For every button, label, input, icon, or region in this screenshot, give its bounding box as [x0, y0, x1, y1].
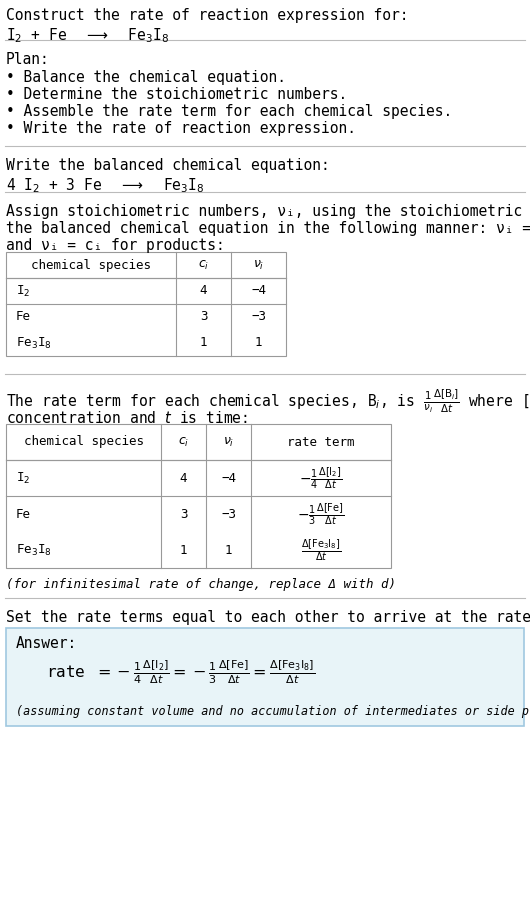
Text: $\frac{\Delta[\mathrm{Fe_3I_8}]}{\Delta t}$: $\frac{\Delta[\mathrm{Fe_3I_8}]}{\Delta … — [301, 538, 341, 563]
Text: 1: 1 — [255, 337, 262, 350]
Text: 1: 1 — [200, 337, 207, 350]
Text: $-\frac{1}{3}\frac{\Delta[\mathrm{Fe}]}{\Delta t}$: $-\frac{1}{3}\frac{\Delta[\mathrm{Fe}]}{… — [297, 501, 344, 527]
Text: $c_i$: $c_i$ — [178, 436, 189, 449]
Text: Assign stoichiometric numbers, νᵢ, using the stoichiometric coefficients, cᵢ, fr: Assign stoichiometric numbers, νᵢ, using… — [6, 204, 530, 219]
Text: • Balance the chemical equation.: • Balance the chemical equation. — [6, 70, 286, 85]
Text: concentration and $t$ is time:: concentration and $t$ is time: — [6, 410, 248, 426]
Text: Construct the rate of reaction expression for:: Construct the rate of reaction expressio… — [6, 8, 409, 23]
Text: Fe$_3$I$_8$: Fe$_3$I$_8$ — [16, 335, 52, 350]
Text: 1: 1 — [180, 544, 187, 557]
Text: • Determine the stoichiometric numbers.: • Determine the stoichiometric numbers. — [6, 87, 347, 102]
Text: −4: −4 — [251, 284, 266, 298]
Text: The rate term for each chemical species, B$_i$, is $\frac{1}{\nu_i}\frac{\Delta[: The rate term for each chemical species,… — [6, 388, 530, 416]
Text: Write the balanced chemical equation:: Write the balanced chemical equation: — [6, 158, 330, 173]
Text: (for infinitesimal rate of change, replace Δ with d): (for infinitesimal rate of change, repla… — [6, 578, 396, 591]
Text: $c_i$: $c_i$ — [198, 259, 209, 271]
Text: 3: 3 — [180, 508, 187, 520]
Text: I$_2$: I$_2$ — [16, 470, 30, 486]
Text: 1: 1 — [225, 544, 232, 557]
Text: −4: −4 — [221, 471, 236, 485]
Text: Fe: Fe — [16, 311, 31, 323]
Text: Fe$_3$I$_8$: Fe$_3$I$_8$ — [16, 542, 52, 558]
Text: Answer:: Answer: — [16, 636, 77, 651]
Text: the balanced chemical equation in the following manner: νᵢ = −cᵢ for reactants: the balanced chemical equation in the fo… — [6, 221, 530, 236]
Text: $-\frac{1}{4}\frac{\Delta[\mathrm{I_2}]}{\Delta t}$: $-\frac{1}{4}\frac{\Delta[\mathrm{I_2}]}… — [299, 465, 343, 491]
Bar — [6, 424, 391, 568]
FancyBboxPatch shape — [6, 628, 524, 726]
Text: chemical species: chemical species — [31, 259, 151, 271]
Text: chemical species: chemical species — [23, 436, 144, 449]
Text: I$_2$ + Fe  $\longrightarrow$  Fe$_3$I$_8$: I$_2$ + Fe $\longrightarrow$ Fe$_3$I$_8$ — [6, 26, 170, 44]
Text: 4: 4 — [200, 284, 207, 298]
Text: −3: −3 — [251, 311, 266, 323]
Text: I$_2$: I$_2$ — [16, 283, 30, 299]
Text: Plan:: Plan: — [6, 52, 50, 67]
Text: 4: 4 — [180, 471, 187, 485]
Text: rate $= -\frac{1}{4}\frac{\Delta[\mathrm{I_2}]}{\Delta t} = -\frac{1}{3}\frac{\D: rate $= -\frac{1}{4}\frac{\Delta[\mathrm… — [46, 658, 315, 686]
Text: $\nu_i$: $\nu_i$ — [253, 259, 264, 271]
Bar — [6, 252, 286, 356]
Text: 4 I$_2$ + 3 Fe  $\longrightarrow$  Fe$_3$I$_8$: 4 I$_2$ + 3 Fe $\longrightarrow$ Fe$_3$I… — [6, 176, 205, 194]
Text: • Write the rate of reaction expression.: • Write the rate of reaction expression. — [6, 121, 356, 136]
Text: (assuming constant volume and no accumulation of intermediates or side products): (assuming constant volume and no accumul… — [16, 705, 530, 718]
Text: $\nu_i$: $\nu_i$ — [223, 436, 234, 449]
Text: • Assemble the rate term for each chemical species.: • Assemble the rate term for each chemic… — [6, 104, 452, 119]
Text: Fe: Fe — [16, 508, 31, 520]
Text: Set the rate terms equal to each other to arrive at the rate expression:: Set the rate terms equal to each other t… — [6, 610, 530, 625]
Text: 3: 3 — [200, 311, 207, 323]
Text: rate term: rate term — [287, 436, 355, 449]
Text: −3: −3 — [221, 508, 236, 520]
Text: and νᵢ = cᵢ for products:: and νᵢ = cᵢ for products: — [6, 238, 225, 253]
